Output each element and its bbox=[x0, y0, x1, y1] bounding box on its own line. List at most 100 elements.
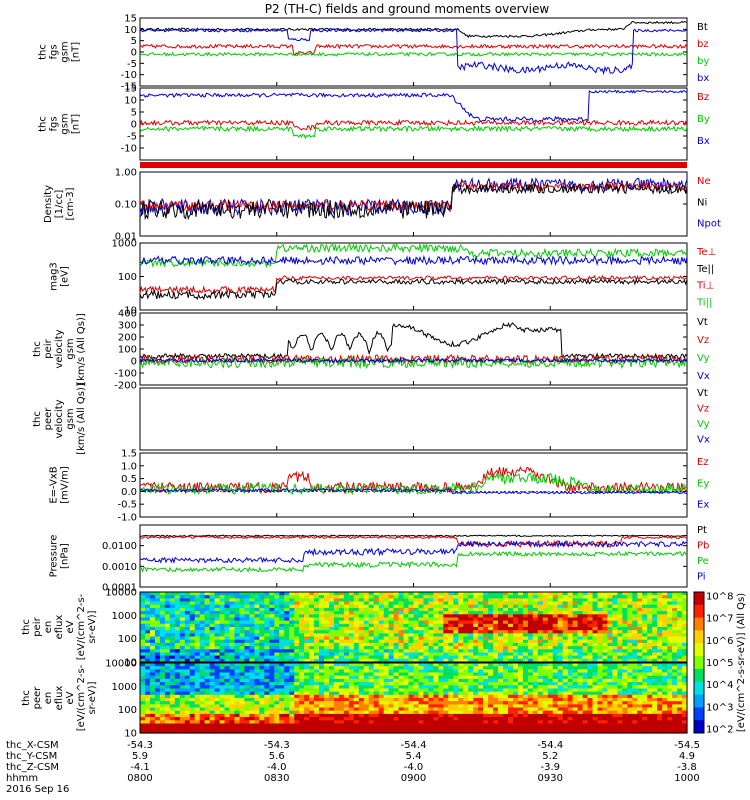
spectrogram-cell bbox=[319, 669, 325, 674]
spectrogram-cell bbox=[493, 633, 499, 638]
spectrogram-cell bbox=[284, 630, 290, 634]
spectrogram-cell bbox=[219, 726, 226, 731]
spectrogram-cell bbox=[498, 630, 504, 634]
spectrogram-cell bbox=[239, 682, 246, 686]
spectrogram-cell bbox=[169, 630, 176, 634]
spectrogram-cell bbox=[542, 698, 549, 702]
spectrogram-cell bbox=[244, 642, 250, 647]
spectrogram-cell bbox=[632, 592, 638, 596]
spectrogram-cell bbox=[552, 710, 559, 715]
y-tick-label: 0 bbox=[131, 357, 137, 368]
spectrogram-cell bbox=[508, 607, 514, 612]
spectrogram-cell bbox=[493, 717, 499, 721]
spectrogram-cell bbox=[234, 620, 241, 625]
spectrogram-cell bbox=[140, 720, 146, 725]
series-black-line bbox=[139, 534, 688, 538]
spectrogram-cell bbox=[145, 658, 151, 663]
spectrogram-cell bbox=[488, 675, 494, 680]
spectrogram-cell bbox=[572, 601, 579, 606]
spectrogram-cell bbox=[438, 633, 444, 638]
spectrogram-cell bbox=[338, 717, 345, 721]
spectrogram-cell bbox=[274, 633, 280, 638]
spectrogram-cell bbox=[468, 639, 474, 644]
spectrogram-cell bbox=[572, 617, 579, 622]
spectrogram-cell bbox=[388, 646, 395, 650]
spectrogram-cell bbox=[254, 685, 260, 690]
spectrogram-cell bbox=[403, 678, 410, 683]
spectrogram-cell bbox=[358, 601, 365, 606]
spectrogram-cell bbox=[329, 669, 335, 674]
spectrogram-cell bbox=[463, 642, 469, 647]
spectrogram-cell bbox=[667, 678, 673, 683]
spectrogram-cell bbox=[463, 595, 469, 599]
spectrogram-cell bbox=[149, 710, 156, 715]
spectrogram-cell bbox=[343, 704, 350, 709]
spectrogram-cell bbox=[393, 623, 400, 628]
spectrogram-cell bbox=[617, 717, 623, 721]
spectrogram-cell bbox=[189, 726, 196, 731]
spectrogram-cell bbox=[508, 623, 514, 628]
spectrogram-cell bbox=[493, 646, 499, 650]
spectrogram-cell bbox=[269, 678, 275, 683]
spectrogram-cell bbox=[617, 601, 623, 606]
spectrogram-cell bbox=[458, 701, 464, 705]
spectrogram-cell bbox=[383, 598, 390, 603]
spectrogram-cell bbox=[279, 723, 285, 728]
spectrogram-cell bbox=[209, 627, 216, 631]
spectrogram-cell bbox=[383, 601, 390, 606]
spectrogram-cell bbox=[164, 726, 171, 731]
spectrogram-cell bbox=[229, 592, 236, 596]
spectrogram-cell bbox=[662, 614, 668, 619]
spectrogram-cell bbox=[463, 655, 469, 660]
spectrogram-cell bbox=[647, 666, 653, 670]
spectrogram-cell bbox=[522, 601, 529, 606]
spectrogram-cell bbox=[597, 620, 604, 625]
spectrogram-cell bbox=[244, 627, 250, 631]
spectrogram-cell bbox=[393, 720, 400, 725]
spectrogram-cell bbox=[179, 607, 186, 612]
spectrogram-cell bbox=[453, 698, 459, 702]
spectrogram-cell bbox=[348, 592, 355, 596]
spectrogram-cell bbox=[319, 713, 325, 718]
spectrogram-cell bbox=[184, 642, 191, 647]
spectrogram-cell bbox=[438, 614, 444, 619]
spectrogram-cell bbox=[473, 639, 479, 644]
spectrogram-cell bbox=[517, 646, 524, 650]
spectrogram-cell bbox=[309, 704, 315, 709]
spectrogram-cell bbox=[607, 713, 613, 718]
spectrogram-cell bbox=[149, 726, 156, 731]
spectrogram-cell bbox=[542, 658, 549, 663]
spectrogram-cell bbox=[299, 623, 305, 628]
spectrogram-cell bbox=[224, 611, 231, 615]
spectrogram-cell bbox=[448, 646, 454, 650]
spectrogram-cell bbox=[214, 663, 221, 667]
spectrogram-cell bbox=[667, 601, 673, 606]
spectrogram-cell bbox=[468, 595, 474, 599]
spectrogram-cell bbox=[244, 682, 250, 686]
spectrogram-cell bbox=[413, 620, 420, 625]
spectrogram-cell bbox=[607, 717, 613, 721]
spectrogram-cell bbox=[562, 598, 569, 603]
spectrogram-cell bbox=[627, 698, 633, 702]
spectrogram-cell bbox=[537, 636, 544, 641]
spectrogram-cell bbox=[537, 658, 544, 663]
spectrogram-cell bbox=[587, 675, 594, 680]
spectrogram-cell bbox=[309, 691, 315, 696]
series-blue-line bbox=[139, 254, 688, 267]
spectrogram-cell bbox=[348, 666, 355, 670]
spectrogram-cell bbox=[294, 675, 300, 680]
spectrogram-cell bbox=[532, 717, 539, 721]
spectrogram-cell bbox=[239, 649, 246, 654]
spectrogram-cell bbox=[493, 723, 499, 728]
spectrogram-cell bbox=[682, 639, 688, 644]
spectrogram-cell bbox=[314, 611, 320, 615]
spectrogram-cell bbox=[408, 701, 415, 705]
spectrogram-cell bbox=[294, 607, 300, 612]
spectrogram-cell bbox=[289, 646, 295, 650]
spectrogram-cell bbox=[229, 723, 236, 728]
spectrogram-cell bbox=[329, 698, 335, 702]
spectrogram-cell bbox=[338, 633, 345, 638]
spectrogram-cell bbox=[637, 598, 643, 603]
spectrogram-cell bbox=[672, 598, 678, 603]
spectrogram-cell bbox=[264, 720, 270, 725]
